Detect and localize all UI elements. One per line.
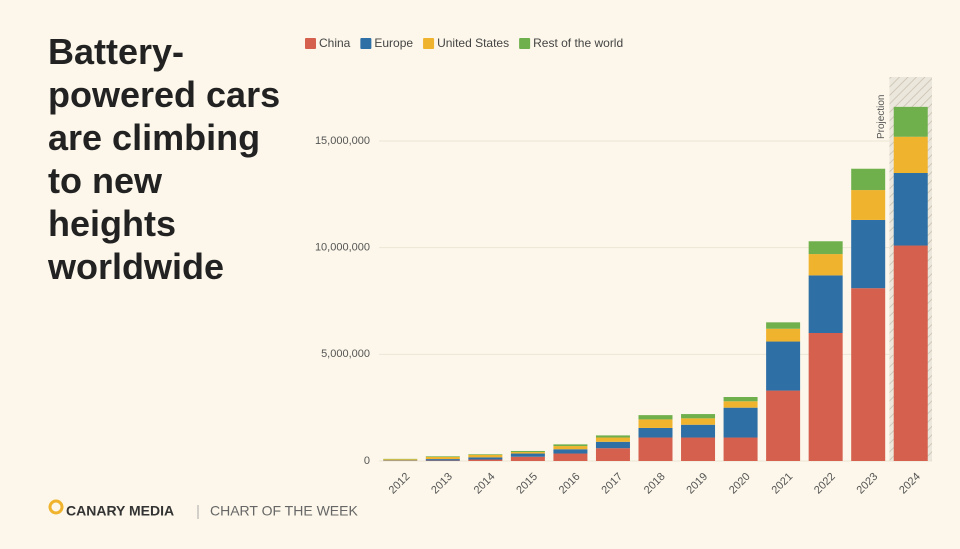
bar-segment — [510, 453, 545, 457]
bar-segment — [468, 454, 503, 458]
bar-segment — [851, 219, 886, 289]
x-tick-label: 2016 — [557, 471, 583, 497]
bar-segment — [681, 414, 716, 419]
bar-segment — [766, 341, 801, 391]
y-tick-label: 0 — [364, 455, 370, 467]
bar-segment — [553, 446, 588, 450]
x-tick-label: 2017 — [599, 471, 625, 497]
y-tick-label: 15,000,000 — [315, 135, 370, 147]
bar-segment — [893, 106, 928, 137]
x-tick-label: 2019 — [684, 471, 710, 497]
bar-segment — [681, 424, 716, 438]
legend-swatch — [305, 38, 316, 49]
y-tick-label: 5,000,000 — [321, 348, 370, 360]
bar-segment — [595, 441, 630, 449]
legend-swatch — [360, 38, 372, 49]
bar-segment — [510, 452, 545, 454]
projection-label: Projection — [876, 95, 887, 139]
x-tick-label: 2022 — [812, 471, 838, 497]
x-tick-label: 2021 — [769, 471, 795, 497]
bar-segment — [893, 136, 928, 173]
x-tick-label: 2023 — [855, 471, 881, 497]
legend-label: China — [319, 36, 351, 50]
bar-segment — [595, 437, 630, 442]
brand: CANARY MEDIA — [66, 503, 174, 519]
bar-segment — [595, 435, 630, 438]
x-tick-label: 2014 — [472, 471, 498, 497]
bar-segment — [468, 454, 503, 455]
x-tick-label: 2024 — [897, 471, 923, 497]
x-tick-label: 2020 — [727, 471, 753, 497]
bar-segment — [638, 419, 673, 428]
bar-segment — [425, 456, 460, 460]
bar-segment — [851, 168, 886, 191]
bar-segment — [468, 459, 503, 461]
x-tick-label: 2013 — [429, 471, 455, 497]
logo — [48, 499, 64, 515]
x-tick-label: 2012 — [387, 471, 413, 497]
bar-segment — [766, 322, 801, 329]
bar-segment — [425, 456, 460, 457]
bar-segment — [638, 437, 673, 461]
bar-segment — [808, 333, 843, 461]
bar-segment — [638, 427, 673, 438]
bar-segment — [851, 190, 886, 220]
bar-segment — [553, 444, 588, 447]
bar-segment — [893, 173, 928, 246]
bar-segment — [383, 459, 418, 461]
x-tick-label: 2018 — [642, 471, 668, 497]
bar-segment — [681, 418, 716, 425]
legend-swatch — [423, 38, 435, 49]
bar-segment — [468, 457, 503, 460]
bar-segment — [510, 456, 545, 461]
bar-segment — [808, 254, 843, 276]
title: Battery-powered cars are climbing to new… — [48, 31, 281, 287]
bar-segment — [553, 453, 588, 461]
bar-segment — [723, 401, 758, 408]
bar-segment — [766, 328, 801, 342]
bar-segment — [723, 437, 758, 461]
legend-label: United States — [437, 36, 509, 50]
y-tick-label: 10,000,000 — [315, 242, 370, 254]
legend-swatch — [519, 38, 531, 49]
bar-segment — [893, 245, 928, 461]
legend-label: Europe — [374, 36, 413, 50]
bar-segment — [425, 459, 460, 461]
footer: CHART OF THE WEEK — [210, 503, 358, 519]
bar-segment — [595, 448, 630, 461]
bar-segment — [723, 407, 758, 438]
bar-segment — [553, 449, 588, 454]
x-tick-label: 2015 — [514, 471, 540, 497]
bar-segment — [681, 437, 716, 461]
legend-label: Rest of the world — [533, 36, 623, 50]
bar-segment — [808, 275, 843, 333]
bar-segment — [766, 390, 801, 461]
bar-segment — [510, 450, 545, 453]
bar-segment — [723, 397, 758, 402]
bar-segment — [851, 288, 886, 461]
bar-segment — [808, 241, 843, 255]
bar-segment — [638, 415, 673, 420]
